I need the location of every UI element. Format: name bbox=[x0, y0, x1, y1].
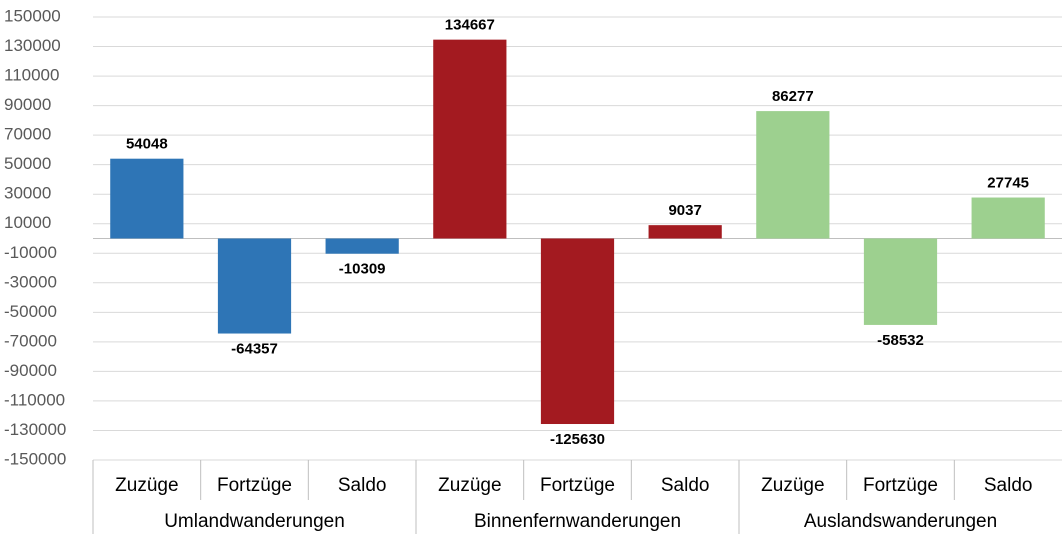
y-tick-label: 50000 bbox=[4, 154, 51, 173]
y-tick-label: 10000 bbox=[4, 213, 51, 232]
y-tick-label: -10000 bbox=[4, 243, 57, 262]
x-tick-label: Zuzüge bbox=[438, 475, 501, 496]
value-label: 134667 bbox=[445, 17, 495, 34]
x-tick-label: Saldo bbox=[984, 475, 1033, 496]
value-label: 9037 bbox=[668, 202, 701, 219]
value-label: -64357 bbox=[231, 341, 278, 358]
x-tick-label: Saldo bbox=[661, 475, 710, 496]
bar bbox=[433, 39, 507, 239]
y-tick-label: 30000 bbox=[4, 184, 51, 203]
value-label: 27745 bbox=[987, 174, 1029, 191]
y-tick-label: -150000 bbox=[4, 449, 66, 468]
bar bbox=[325, 238, 399, 254]
y-tick-label: -90000 bbox=[4, 361, 57, 380]
value-label: -125630 bbox=[550, 431, 605, 448]
y-tick-label: 110000 bbox=[4, 66, 59, 85]
y-tick-label: -130000 bbox=[4, 420, 66, 439]
x-tick-label: Saldo bbox=[338, 475, 387, 496]
bar bbox=[756, 111, 830, 239]
x-tick-label: Zuzüge bbox=[761, 475, 824, 496]
value-label: 86277 bbox=[772, 88, 814, 105]
y-tick-label: -50000 bbox=[4, 302, 57, 321]
value-label: -10309 bbox=[339, 261, 386, 278]
value-label: -58532 bbox=[877, 332, 924, 349]
group-label: Binnenfernwanderungen bbox=[474, 511, 681, 532]
y-tick-label: 70000 bbox=[4, 125, 51, 144]
y-tick-label: -70000 bbox=[4, 331, 57, 350]
group-label: Auslandswanderungen bbox=[804, 511, 997, 532]
y-tick-label: -30000 bbox=[4, 272, 57, 291]
bar bbox=[540, 238, 615, 425]
y-tick-label: 150000 bbox=[4, 6, 61, 25]
bar bbox=[110, 158, 184, 239]
bar bbox=[971, 197, 1045, 239]
y-tick-label: 130000 bbox=[4, 36, 61, 55]
x-tick-label: Fortzüge bbox=[540, 475, 615, 496]
x-tick-label: Zuzüge bbox=[115, 475, 178, 496]
x-tick-label: Fortzüge bbox=[217, 475, 292, 496]
group-label: Umlandwanderungen bbox=[164, 511, 345, 532]
value-label: 54048 bbox=[126, 136, 168, 153]
x-tick-label: Fortzüge bbox=[863, 475, 938, 496]
y-tick-label: 90000 bbox=[4, 95, 51, 114]
bar bbox=[648, 225, 722, 239]
bar bbox=[863, 238, 938, 325]
y-tick-label: -110000 bbox=[4, 390, 65, 409]
bar bbox=[217, 238, 292, 334]
